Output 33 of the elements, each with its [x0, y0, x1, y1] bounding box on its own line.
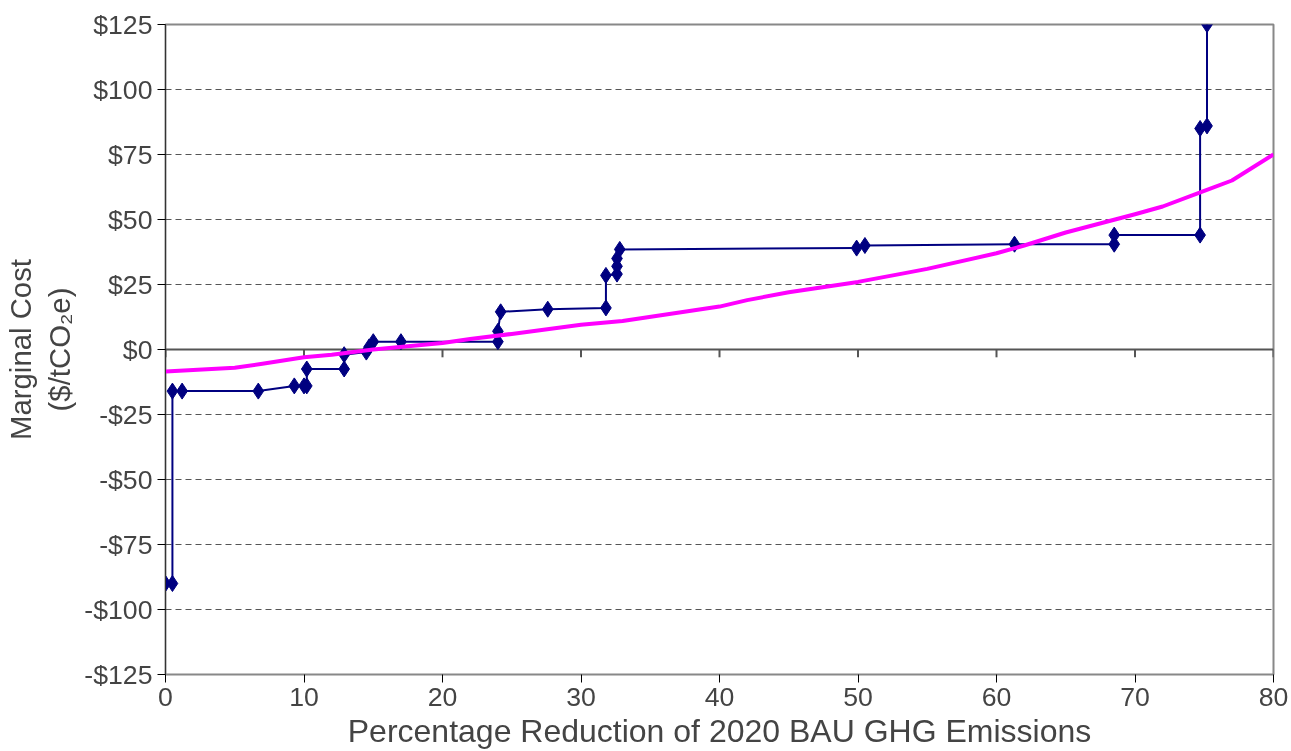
x-tick-label: 10 — [289, 681, 319, 712]
y-tick-label: $100 — [93, 74, 153, 105]
point — [166, 575, 179, 592]
x-tick-label: 0 — [158, 681, 173, 712]
point — [494, 303, 507, 321]
x-tick-label: 80 — [1258, 681, 1289, 712]
x-tick-label: 40 — [704, 681, 735, 712]
line-series — [165, 152, 1274, 374]
y-tick-label: -$125 — [84, 659, 153, 690]
y-tick-label: -$75 — [99, 529, 153, 560]
x-tick-label: 70 — [1120, 681, 1150, 712]
x-tick-label: 60 — [981, 681, 1012, 712]
y-tick-label: -$50 — [99, 464, 153, 495]
y-tick-label: -$100 — [84, 594, 153, 625]
y-tick-label: $50 — [108, 204, 153, 235]
y-tick-label: $125 — [93, 9, 153, 40]
x-tick-label: 50 — [843, 681, 873, 712]
y-tick-label: $25 — [108, 269, 153, 300]
y-tick-label: -$25 — [99, 399, 153, 430]
x-axis-title: Percentage Reduction of 2020 BAU GHG Emissions — [347, 712, 1092, 749]
x-tick-label: 20 — [427, 681, 458, 712]
point — [252, 382, 265, 400]
y-tick-label: $0 — [122, 334, 153, 365]
point — [850, 239, 863, 257]
y-axis-title: Marginal Cost ($/tCO₂e) — [3, 259, 77, 440]
y-tick-label: $75 — [108, 139, 153, 170]
point — [288, 377, 301, 395]
point — [166, 382, 179, 400]
x-tick-label: 30 — [566, 681, 596, 712]
point — [541, 300, 554, 318]
point — [613, 240, 626, 258]
point — [300, 360, 313, 378]
point — [859, 237, 871, 254]
